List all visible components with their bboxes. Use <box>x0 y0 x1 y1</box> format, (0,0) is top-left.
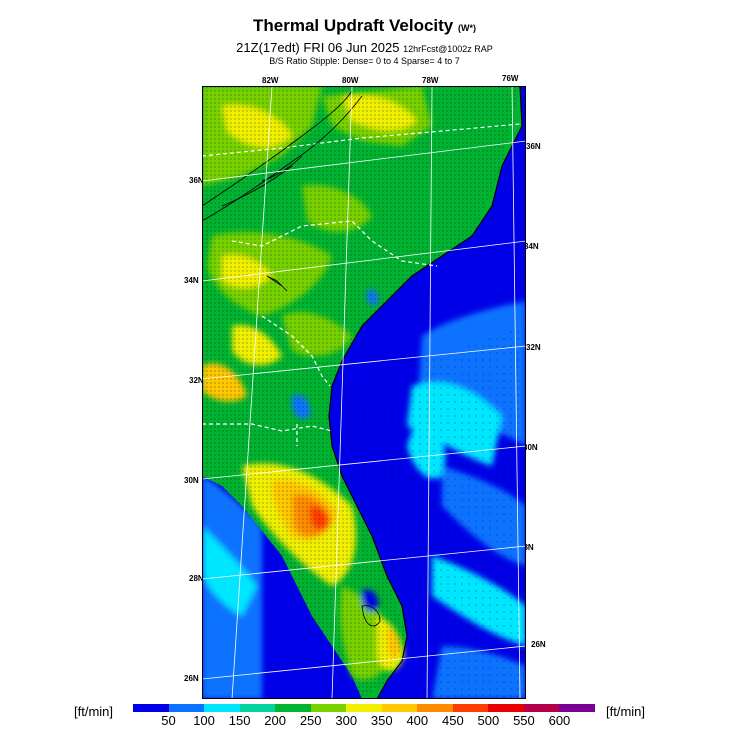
valid-time: 21Z(17edt) FRI 06 Jun 2025 <box>236 40 400 55</box>
lat-label-left-34n: 34N <box>184 276 199 285</box>
colorbar <box>133 704 595 712</box>
colorbar-tick-label: 250 <box>299 713 322 728</box>
lon-label-78w: 78W <box>422 76 439 85</box>
lat-label-left-28n: 28N <box>189 574 204 583</box>
colorbar-tick-label: 350 <box>370 713 393 728</box>
lat-label-left-36n: 36N <box>189 176 204 185</box>
colorbar-tick-label: 50 <box>161 713 176 728</box>
colorbar-segment <box>168 704 205 712</box>
colorbar-segment <box>133 704 169 712</box>
lon-label-82w: 82W <box>262 76 279 85</box>
colorbar-segment <box>346 704 382 712</box>
stipple-sparse-ocean <box>342 326 526 699</box>
lat-label-right-28n: 28N <box>519 543 534 552</box>
colorbar-segment <box>559 704 595 712</box>
stipple-note: B/S Ratio Stipple: Dense= 0 to 4 Sparse=… <box>269 56 460 66</box>
colorbar-segment <box>452 704 489 712</box>
lat-label-left-30n: 30N <box>184 476 199 485</box>
state-borders <box>202 123 521 446</box>
colorbar-segment <box>204 704 240 712</box>
colorbar-tick-label: 600 <box>548 713 571 728</box>
colorbar-unit-left: [ft/min] <box>74 704 114 719</box>
lon-label-76w: 76W <box>502 74 519 83</box>
lat-label-right-32n: 32N <box>526 343 541 352</box>
colorbar-segment <box>488 704 524 712</box>
lat-label-right-30n: 30N <box>523 443 538 452</box>
colorbar-segment <box>310 704 347 712</box>
map-frame <box>202 86 526 699</box>
lat-label-right-34n: 34N <box>524 242 539 251</box>
colorbar-tick-label: 500 <box>477 713 500 728</box>
lat-label-left-26n: 26N <box>184 674 199 683</box>
thermal-velocity-map <box>202 86 526 699</box>
colorbar-tick-label: 300 <box>335 713 358 728</box>
colorbar-segment <box>523 704 560 712</box>
colorbar-tick-label: 100 <box>193 713 215 728</box>
colorbar-segment <box>239 704 276 712</box>
colorbar-tick-label: 200 <box>264 713 286 728</box>
lat-label-right-26n: 26N <box>531 640 546 649</box>
colorbar-segment <box>275 704 311 712</box>
stipple-dense-land <box>202 86 520 699</box>
subtitle-line: 21Z(17edt) FRI 06 Jun 2025 12hrFcst@1002… <box>0 40 729 55</box>
colorbar-segment <box>381 704 418 712</box>
latlon-grid <box>202 86 526 699</box>
title-unit: (W*) <box>458 23 476 33</box>
colorbar-unit-right: [ft/min] <box>606 704 646 719</box>
lat-label-right-36n: 36N <box>526 142 541 151</box>
colorbar-segment <box>417 704 453 712</box>
lat-label-left-32n: 32N <box>189 376 204 385</box>
lon-label-80w: 80W <box>342 76 359 85</box>
colorbar-tick-label: 150 <box>228 713 251 728</box>
coastline <box>328 86 523 699</box>
colorbar-tick-label: 550 <box>513 713 535 728</box>
colorbar-tick-label: 400 <box>406 713 429 728</box>
forecast-info: 12hrFcst@1002z RAP <box>403 44 493 54</box>
colorbar-tick-label: 450 <box>441 713 464 728</box>
title-text: Thermal Updraft Velocity <box>252 16 454 35</box>
chart-title: Thermal Updraft Velocity (W*) <box>0 16 729 36</box>
